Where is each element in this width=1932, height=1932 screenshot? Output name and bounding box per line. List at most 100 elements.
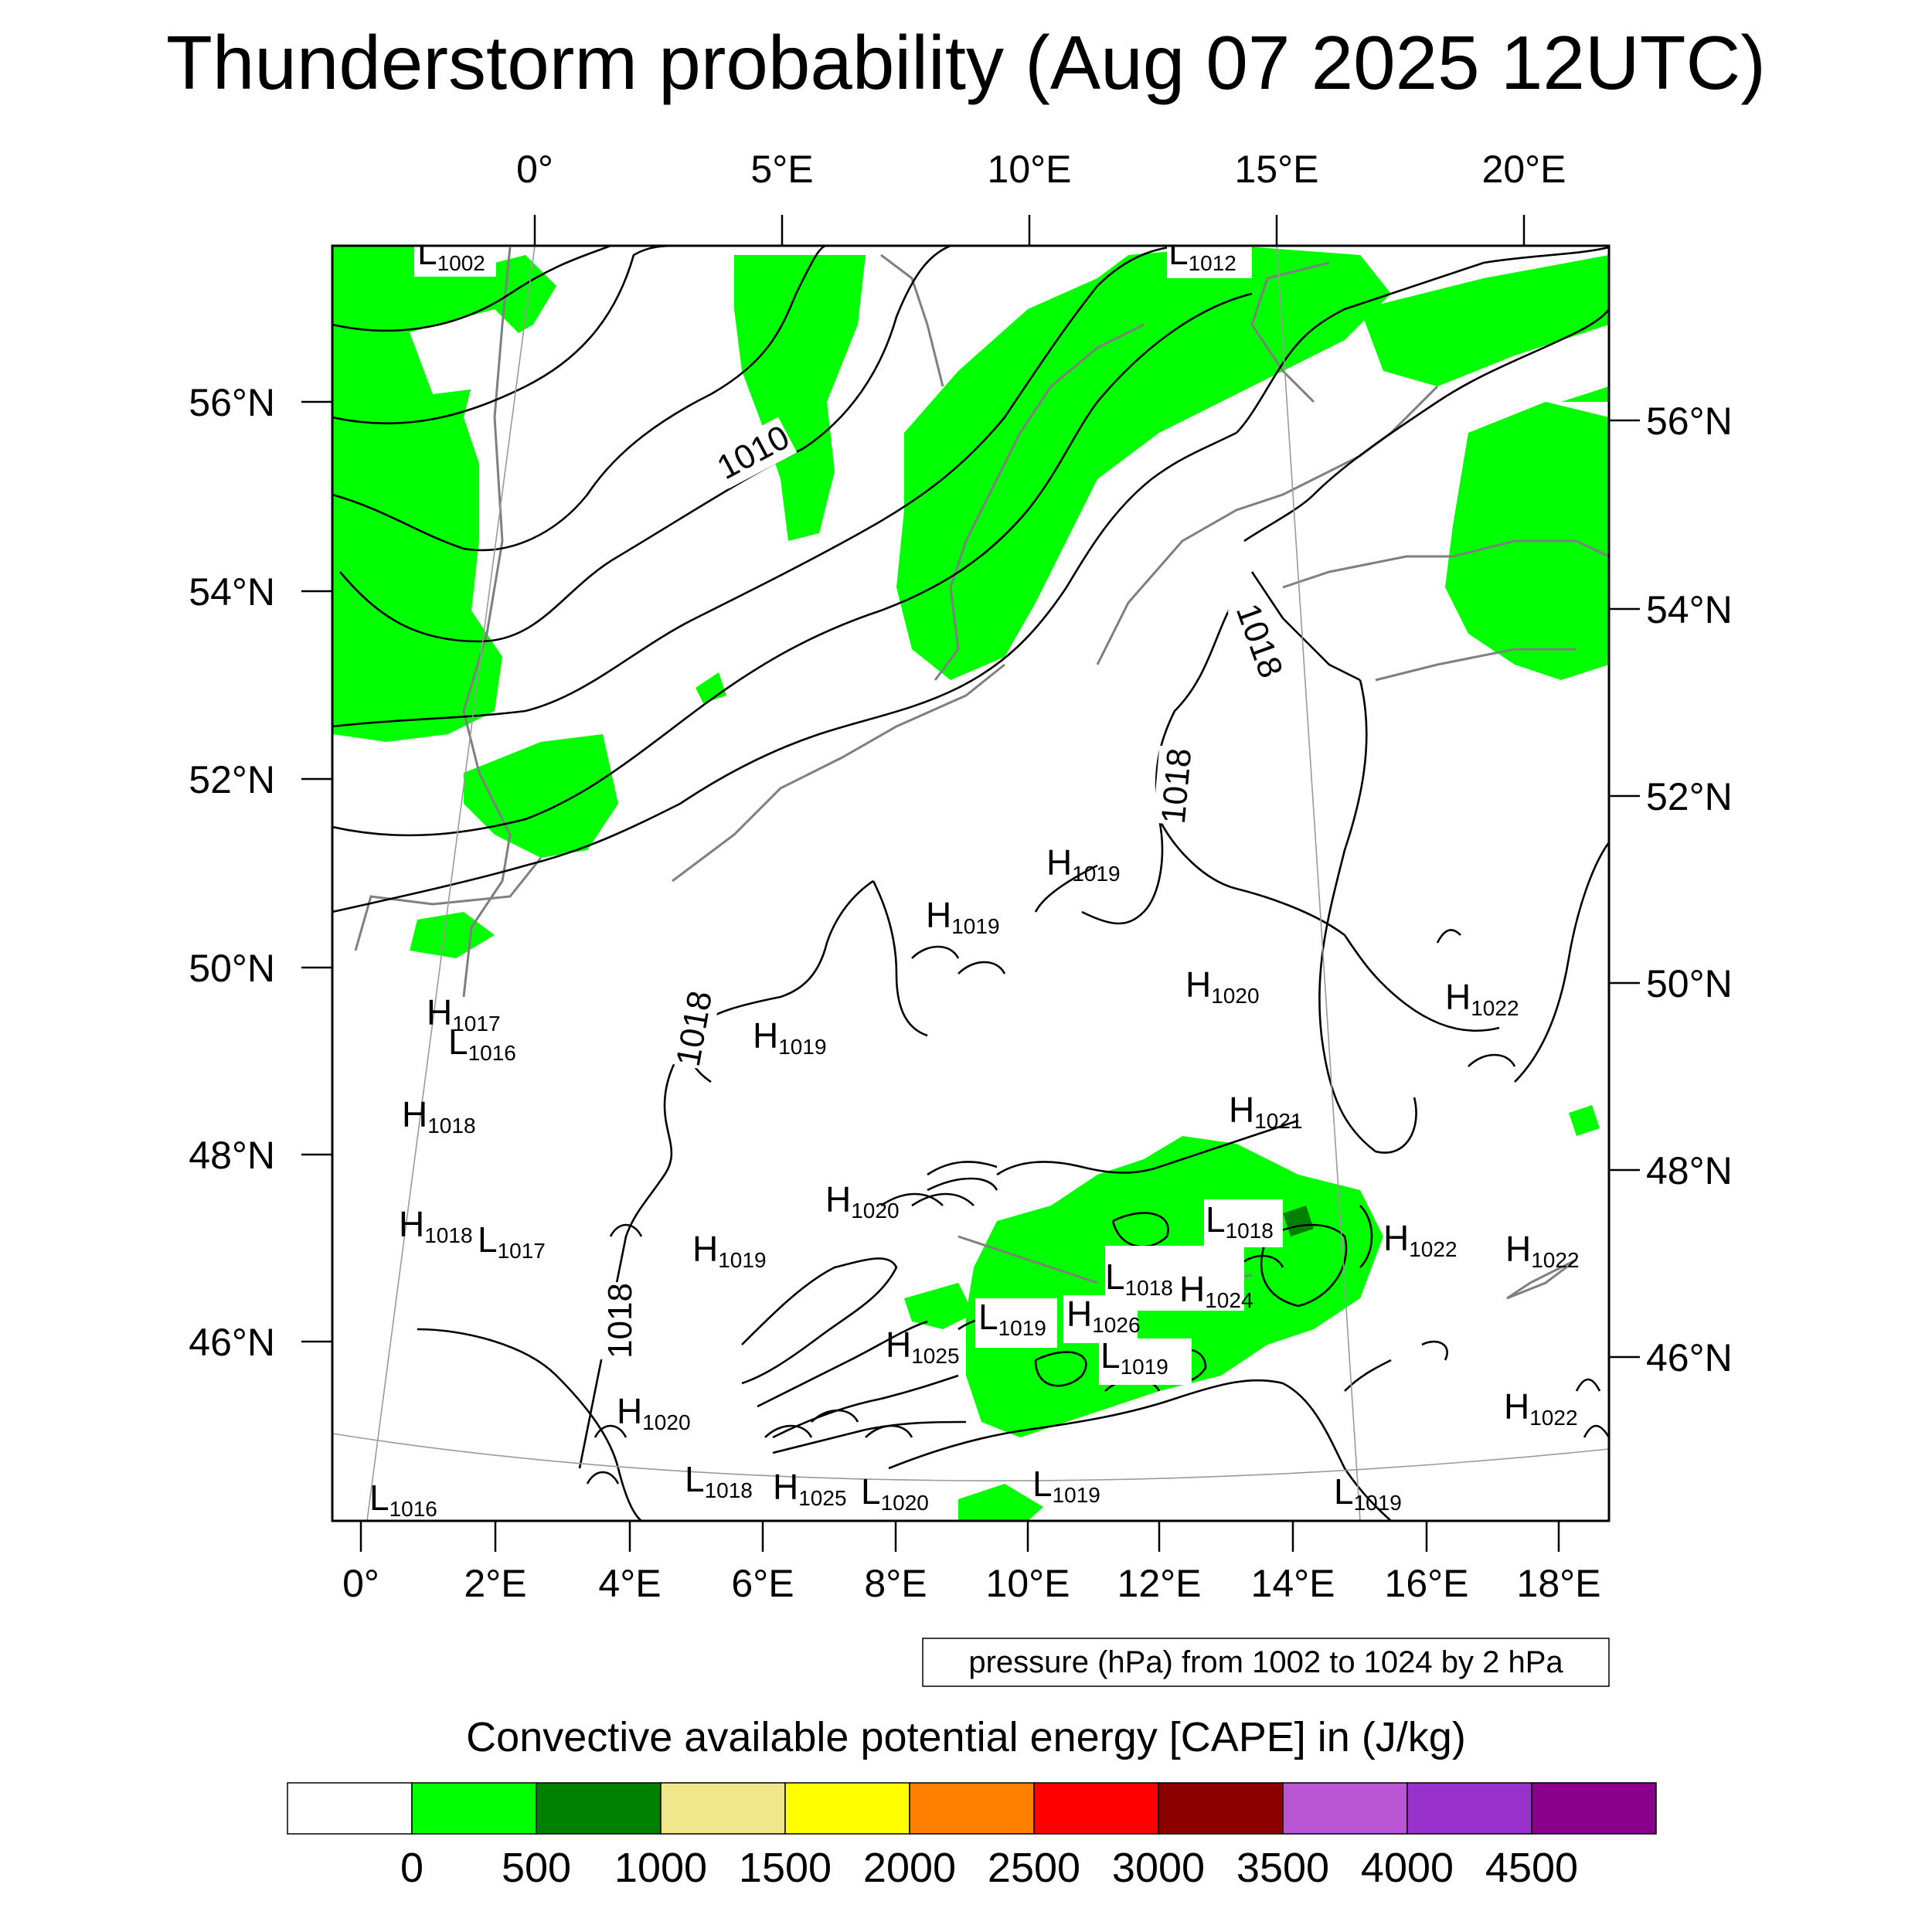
right-latitude-labels: 56°N 54°N 52°N 50°N 48°N 46°N — [1646, 400, 1733, 1379]
pressure-center: H1025 — [773, 1467, 847, 1510]
bottom-lon-label: 14°E — [1251, 1562, 1335, 1605]
pressure-center: L1019 — [1334, 1471, 1402, 1515]
pressure-center: H1018 — [399, 1204, 473, 1247]
bottom-lon-label: 10°E — [986, 1562, 1070, 1605]
colorbar-label: 1000 — [614, 1845, 707, 1891]
pressure-center: H1018 — [402, 1094, 476, 1138]
top-lon-label: 0° — [516, 148, 553, 191]
pressure-note-text: pressure (hPa) from 1002 to 1024 by 2 hP… — [968, 1645, 1563, 1679]
colorbar-swatch — [1033, 1782, 1159, 1835]
colorbar-label: 2500 — [988, 1845, 1080, 1891]
colorbar-label: 1500 — [739, 1845, 832, 1891]
pressure-center: L1012 — [1168, 232, 1236, 275]
colorbar-labels: 0 500 1000 1500 2000 2500 3000 3500 4000 4500 — [400, 1845, 1578, 1891]
pressure-center: L1019 — [1100, 1335, 1168, 1379]
coastlines — [354, 247, 1609, 1300]
colorbar-label: 0 — [400, 1845, 423, 1891]
colorbar-swatch — [909, 1782, 1035, 1835]
pressure-center: H1026 — [1066, 1294, 1141, 1337]
pressure-centers: L1002 L1012 H1019 H1019 H1019 H1017 L101… — [369, 232, 1580, 1521]
colorbar-label: 4000 — [1361, 1845, 1454, 1891]
pressure-center: L1016 — [369, 1478, 437, 1521]
right-lat-label: 46°N — [1646, 1336, 1733, 1379]
map-area: 1010 1018 1018 1018 1018 L100 — [301, 215, 1640, 1552]
colorbar-swatch — [536, 1782, 662, 1835]
colorbar-label: 500 — [502, 1845, 571, 1891]
pressure-center: H1022 — [1383, 1218, 1458, 1261]
pressure-center: H1019 — [1046, 842, 1121, 886]
tick-marks — [301, 215, 1640, 1552]
top-lon-label: 5°E — [750, 148, 813, 191]
right-lat-label: 54°N — [1646, 588, 1733, 631]
pressure-center: L1017 — [478, 1219, 546, 1263]
right-lat-label: 52°N — [1646, 775, 1733, 818]
colorbar-title: Convective available potential energy [C… — [466, 1714, 1466, 1760]
bottom-lon-label: 0° — [342, 1562, 379, 1605]
colorbar-label: 4500 — [1485, 1845, 1578, 1891]
colorbar-swatches — [287, 1782, 1657, 1835]
colorbar-label: 2000 — [863, 1845, 956, 1891]
colorbar-label: 3500 — [1236, 1845, 1329, 1891]
bottom-lon-label: 2°E — [464, 1562, 526, 1605]
pressure-center: H1017 — [427, 992, 501, 1036]
top-longitude-labels: 0° 5°E 10°E 15°E 20°E — [516, 148, 1566, 191]
pressure-center: L1018 — [1105, 1257, 1173, 1300]
pressure-center: H1019 — [926, 895, 1000, 938]
map-title: Thunderstorm probability (Aug 07 2025 12… — [166, 20, 1766, 105]
pressure-center: H1025 — [886, 1325, 960, 1368]
right-lat-label: 56°N — [1646, 400, 1733, 443]
left-lat-label: 56°N — [189, 381, 275, 424]
colorbar-label: 3000 — [1112, 1845, 1205, 1891]
colorbar-swatch — [1406, 1782, 1532, 1835]
colorbar-swatch — [1531, 1782, 1657, 1835]
bottom-lon-label: 12°E — [1117, 1562, 1202, 1605]
top-lon-label: 15°E — [1235, 148, 1319, 191]
left-lat-label: 46°N — [189, 1321, 275, 1364]
pressure-center: L1020 — [861, 1471, 929, 1515]
bottom-lon-label: 8°E — [864, 1562, 927, 1605]
bottom-lon-label: 16°E — [1385, 1562, 1469, 1605]
map-frame — [331, 244, 1611, 1522]
colorbar-swatch — [1282, 1782, 1408, 1835]
left-lat-label: 52°N — [189, 758, 275, 801]
bottom-lon-label: 4°E — [598, 1562, 661, 1605]
cape-dark-green-spot — [1283, 1206, 1314, 1236]
bottom-longitude-labels: 0° 2°E 4°E 6°E 8°E 10°E 12°E 14°E 16°E 1… — [342, 1562, 1600, 1605]
colorbar-swatch — [287, 1782, 413, 1835]
bottom-lon-label: 18°E — [1517, 1562, 1601, 1605]
right-lat-label: 50°N — [1646, 962, 1733, 1005]
pressure-center: H1020 — [617, 1391, 691, 1434]
pressure-center: L1019 — [978, 1297, 1046, 1340]
pressure-center: H1021 — [1229, 1090, 1303, 1133]
pressure-center: H1020 — [825, 1179, 900, 1223]
pressure-center: H1022 — [1504, 1386, 1578, 1430]
colorbar-swatch — [411, 1782, 537, 1835]
pressure-center: H1022 — [1445, 977, 1519, 1020]
left-latitude-labels: 56°N 54°N 52°N 50°N 48°N 46°N — [189, 381, 275, 1364]
left-lat-label: 50°N — [189, 947, 275, 990]
pressure-center: H1022 — [1505, 1229, 1580, 1272]
colorbar: Convective available potential energy [C… — [287, 1714, 1657, 1891]
bottom-lon-label: 6°E — [731, 1562, 794, 1605]
pressure-center: L1018 — [1206, 1199, 1274, 1243]
pressure-center: L1018 — [685, 1459, 753, 1502]
graticule — [332, 246, 1609, 1521]
isobar-label: 1018 — [1155, 747, 1199, 825]
left-lat-label: 48°N — [189, 1134, 275, 1177]
pressure-center: L1019 — [1032, 1464, 1100, 1507]
colorbar-swatch — [1158, 1782, 1284, 1835]
colorbar-swatch — [784, 1782, 910, 1835]
right-lat-label: 48°N — [1646, 1149, 1733, 1192]
pressure-center: H1024 — [1179, 1269, 1253, 1312]
pressure-note: pressure (hPa) from 1002 to 1024 by 2 hP… — [922, 1638, 1610, 1687]
pressure-center: L1016 — [448, 1022, 516, 1065]
colorbar-swatch — [660, 1782, 786, 1835]
top-lon-label: 20°E — [1482, 148, 1566, 191]
pressure-center: H1019 — [753, 1015, 827, 1059]
isobar-label: 1018 — [601, 1283, 639, 1359]
pressure-center: H1020 — [1185, 964, 1260, 1008]
pressure-center: L1002 — [417, 232, 485, 275]
pressure-center: H1019 — [692, 1229, 767, 1272]
top-lon-label: 10°E — [988, 148, 1072, 191]
